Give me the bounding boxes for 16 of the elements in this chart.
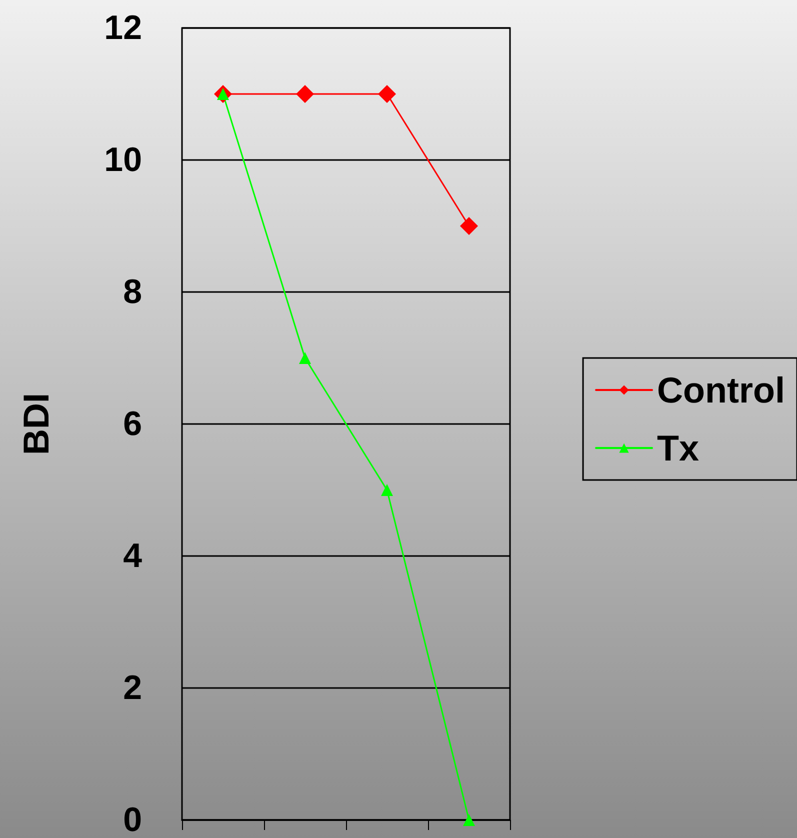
legend-label: Tx (657, 428, 700, 468)
point (378, 85, 396, 103)
y-tick-label: 6 (123, 405, 142, 443)
point (299, 352, 311, 364)
legend-label: Control (657, 370, 785, 410)
point (463, 814, 475, 826)
y-tick-label: 10 (104, 141, 142, 179)
y-tick-label: 2 (123, 669, 142, 707)
y-axis-title: BDI (16, 393, 56, 455)
y-tick-label: 4 (123, 537, 142, 575)
y-tick-label: 8 (123, 273, 142, 311)
y-tick-label: 12 (104, 9, 142, 47)
y-tick-label: 0 (123, 801, 142, 838)
point (381, 484, 393, 496)
point (296, 85, 314, 103)
point (460, 217, 478, 235)
